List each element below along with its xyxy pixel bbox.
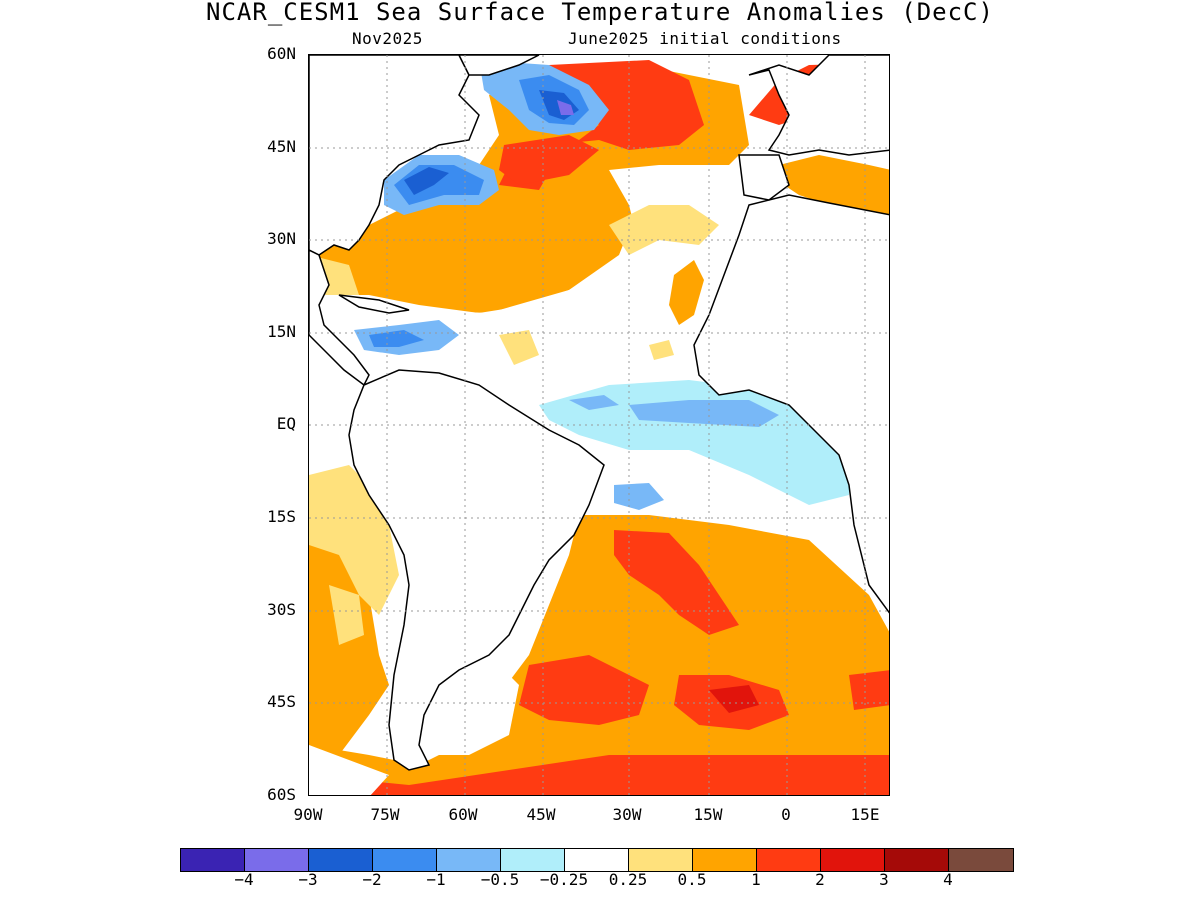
sst-region-tropical-yellow-b <box>649 340 674 360</box>
land-cuba <box>338 294 410 314</box>
land-central-america <box>309 249 370 387</box>
colorbar-swatch <box>501 849 565 871</box>
sst-region-pacific-yellow-b <box>329 585 364 645</box>
x-label-90w: 90W <box>293 805 323 824</box>
graticule <box>309 55 889 795</box>
colorbar-label: 3 <box>879 870 889 889</box>
initial-conditions-label: June2025 initial conditions <box>568 29 842 48</box>
sst-region-canary-orange <box>669 260 704 325</box>
sst-region-subtropical-yellow <box>609 205 719 255</box>
y-label-45n: 45N <box>267 137 296 156</box>
sst-region-south-red-b <box>519 655 649 725</box>
x-label-75w: 75W <box>370 805 400 824</box>
sst-region-labrador-min <box>557 100 574 115</box>
colorbar-swatch <box>181 849 245 871</box>
sst-region-mediterranean <box>779 155 889 225</box>
x-label-30w: 30W <box>612 805 642 824</box>
colorbar-label: 1 <box>751 870 761 889</box>
colorbar-swatch <box>693 849 757 871</box>
x-label-15e: 15E <box>850 805 880 824</box>
colorbar-label: −0.5 <box>480 870 520 889</box>
sst-region-caribbean-core <box>369 330 424 347</box>
colorbar-swatch <box>949 849 1013 871</box>
colorbar-swatch <box>821 849 885 871</box>
x-label-0: 0 <box>781 805 791 824</box>
sst-region-equatorial-blue <box>629 400 779 427</box>
sst-region-pacific-orange <box>309 535 389 755</box>
x-label-45w: 45W <box>526 805 556 824</box>
sst-region-south-eq-blue <box>614 483 664 510</box>
y-label-45s: 45S <box>267 692 296 711</box>
colorbar-swatch <box>885 849 949 871</box>
colorbar-label: 0.25 <box>608 870 648 889</box>
land-africa <box>693 194 889 614</box>
colorbar-swatch <box>245 849 309 871</box>
colorbar-label: −4 <box>234 870 254 889</box>
land-greenland <box>458 55 540 76</box>
colorbar-swatch <box>373 849 437 871</box>
land-south-america <box>348 369 605 771</box>
sst-region-south-darkred <box>709 685 759 713</box>
colorbar-label: −0.25 <box>539 870 589 889</box>
colorbar-label: −3 <box>298 870 318 889</box>
colorbar-label: 0.5 <box>677 870 707 889</box>
sst-region-tropical-yellow-a <box>499 330 539 365</box>
colorbar-label: 2 <box>815 870 825 889</box>
sst-anomaly-map <box>308 54 890 796</box>
x-label-15w: 15W <box>693 805 723 824</box>
sst-region-gulfstream-deep <box>404 167 449 195</box>
y-label-eq: EQ <box>276 414 296 433</box>
colorbar-swatch <box>437 849 501 871</box>
colorbar <box>180 848 1014 872</box>
y-label-15s: 15S <box>267 507 296 526</box>
colorbar-label: −2 <box>362 870 382 889</box>
sst-region-equatorial-blue-b <box>569 395 619 410</box>
colorbar-swatch <box>629 849 693 871</box>
y-label-60s: 60S <box>267 785 296 804</box>
colorbar-swatch <box>309 849 373 871</box>
colorbar-swatch <box>565 849 629 871</box>
colorbar-swatch <box>757 849 821 871</box>
x-label-60w: 60W <box>448 805 478 824</box>
sst-region-south-red-a <box>614 530 739 635</box>
y-label-60n: 60N <box>267 44 296 63</box>
forecast-month: Nov2025 <box>352 29 423 48</box>
chart-title: NCAR_CESM1 Sea Surface Temperature Anoma… <box>206 0 994 26</box>
land-north-america <box>309 55 480 256</box>
sst-region-south-white <box>409 655 519 755</box>
y-label-15n: 15N <box>267 322 296 341</box>
sst-region-south-red-d <box>849 670 889 710</box>
sst-region-pacific-white <box>309 745 389 795</box>
colorbar-label: 4 <box>943 870 953 889</box>
land-europe <box>748 55 889 156</box>
colorbar-label: −1 <box>426 870 446 889</box>
sst-region-southern-ocean-red <box>309 755 889 795</box>
y-label-30s: 30S <box>267 600 296 619</box>
y-label-30n: 30N <box>267 229 296 248</box>
land-iberia <box>738 154 790 201</box>
